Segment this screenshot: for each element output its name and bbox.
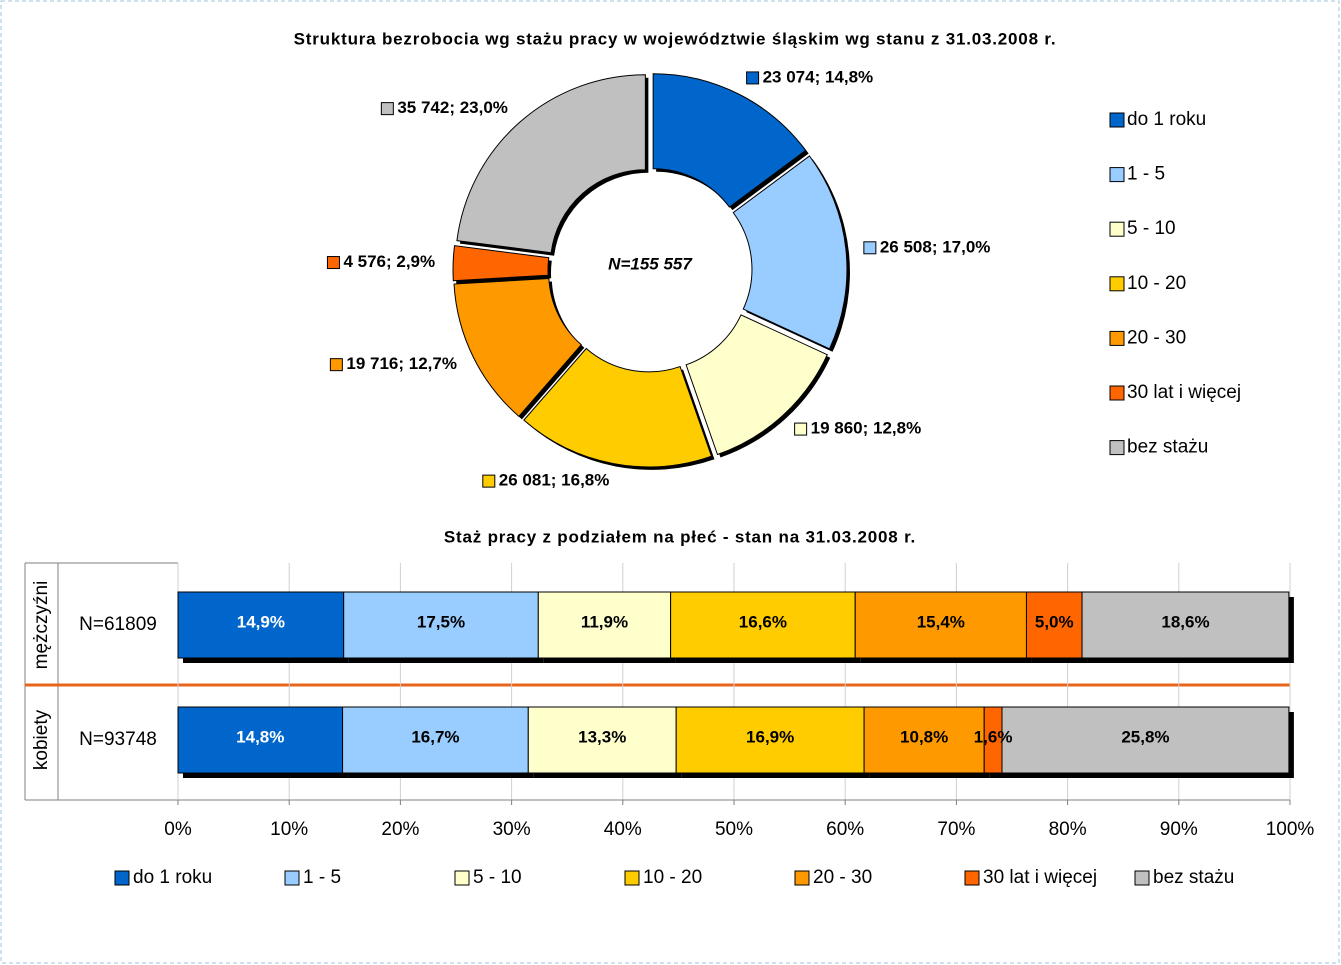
- slice: [456, 74, 646, 254]
- label-swatch: [746, 71, 760, 85]
- legend-swatch: [1109, 112, 1125, 128]
- data-label: 17,5%: [417, 612, 465, 631]
- x-tick-label: 80%: [1049, 819, 1087, 840]
- data-label: 15,4%: [917, 612, 965, 631]
- legend-label: 5 - 10: [473, 867, 522, 888]
- data-label: 25,8%: [1121, 727, 1169, 746]
- center-label: N=155 557: [608, 254, 693, 273]
- legend-label: 20 - 30: [1127, 327, 1186, 348]
- legend-label: 20 - 30: [813, 867, 872, 888]
- label-swatch: [482, 474, 496, 488]
- label-swatch: [863, 241, 877, 255]
- category-note: N=93748: [79, 729, 157, 750]
- bar-segment: [1001, 706, 1290, 774]
- legend-label: 30 lat i więcej: [983, 867, 1097, 888]
- legend-swatch: [454, 870, 470, 886]
- x-tick-label: 100%: [1266, 819, 1315, 840]
- legend-swatch: [284, 870, 300, 886]
- donut-title: Struktura bezrobocia wg stażu pracy w wo…: [294, 29, 1057, 48]
- legend-swatch: [1134, 870, 1150, 886]
- legend-swatch: [1109, 440, 1125, 456]
- bar-segment: [342, 706, 529, 774]
- data-label: 26 081; 16,8%: [499, 471, 610, 490]
- category-label: kobiety: [31, 709, 52, 770]
- legend-swatch: [1109, 330, 1125, 346]
- legend-label: 5 - 10: [1127, 218, 1176, 239]
- legend-label: 1 - 5: [303, 867, 341, 888]
- slice: [523, 347, 713, 468]
- data-label: 35 742; 23,0%: [397, 98, 508, 117]
- x-tick-label: 60%: [826, 819, 864, 840]
- data-label: 16,6%: [739, 612, 787, 631]
- legend-label: 10 - 20: [643, 867, 702, 888]
- x-tick-label: 30%: [493, 819, 531, 840]
- bar-title: Staż pracy z podziałem na płeć - stan na…: [444, 527, 916, 546]
- data-label: 18,6%: [1161, 612, 1209, 631]
- label-swatch: [329, 358, 343, 372]
- slice: [452, 245, 550, 282]
- data-label: 19 716; 12,7%: [346, 354, 457, 373]
- data-label: 11,9%: [581, 612, 628, 631]
- x-tick-label: 50%: [715, 819, 753, 840]
- bar-segment: [863, 706, 985, 774]
- legend-label: 1 - 5: [1127, 164, 1165, 185]
- data-label: 10,8%: [900, 727, 948, 746]
- x-tick-label: 20%: [381, 819, 419, 840]
- legend-swatch: [114, 870, 130, 886]
- data-label: 5,0%: [1035, 612, 1074, 631]
- legend-label: 10 - 20: [1127, 273, 1186, 294]
- bar-segment: [527, 706, 677, 774]
- bar-segment: [1081, 591, 1290, 659]
- data-label: 14,9%: [237, 612, 285, 631]
- category-note: N=61809: [79, 614, 157, 635]
- data-label: 23 074; 14,8%: [763, 67, 874, 86]
- data-label: 16,9%: [746, 727, 794, 746]
- slice: [652, 73, 807, 208]
- data-label: 4 576; 2,9%: [343, 252, 435, 271]
- legend-label: bez stażu: [1127, 437, 1208, 458]
- bar-segment: [1025, 591, 1083, 659]
- legend-swatch: [1109, 167, 1125, 183]
- legend-swatch: [794, 870, 810, 886]
- slice: [453, 278, 583, 418]
- x-tick-label: 10%: [270, 819, 308, 840]
- x-tick-label: 70%: [937, 819, 975, 840]
- data-label: 26 508; 17,0%: [880, 237, 991, 256]
- legend-swatch: [1109, 385, 1125, 401]
- x-tick-label: 0%: [164, 819, 192, 840]
- x-tick-label: 40%: [604, 819, 642, 840]
- legend-label: do 1 roku: [133, 867, 212, 888]
- slice: [685, 314, 828, 456]
- legend-label: bez stażu: [1153, 867, 1234, 888]
- bar-segment: [670, 591, 856, 659]
- legend-label: do 1 roku: [1127, 109, 1206, 130]
- legend-swatch: [624, 870, 640, 886]
- label-swatch: [794, 422, 808, 436]
- legend-swatch: [1109, 221, 1125, 237]
- data-label: 14,8%: [236, 727, 284, 746]
- label-swatch: [326, 256, 340, 270]
- legend-swatch: [964, 870, 980, 886]
- data-label: 19 860; 12,8%: [811, 419, 922, 438]
- bar-segment: [177, 706, 344, 774]
- category-label: mężczyźni: [31, 581, 52, 670]
- data-label: 1,6%: [974, 727, 1013, 746]
- legend-swatch: [1109, 276, 1125, 292]
- x-tick-label: 90%: [1160, 819, 1198, 840]
- legend-label: 30 lat i więcej: [1127, 382, 1241, 403]
- data-label: 13,3%: [578, 727, 626, 746]
- label-swatch: [380, 102, 394, 116]
- bar-segment: [177, 591, 345, 659]
- slice: [732, 155, 848, 350]
- data-label: 16,7%: [411, 727, 459, 746]
